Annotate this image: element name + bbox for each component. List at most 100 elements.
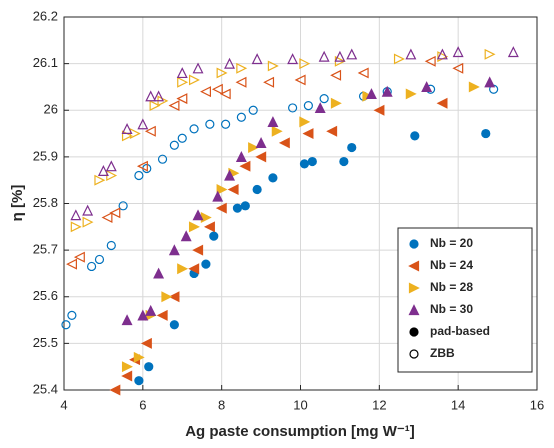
data-point: [192, 62, 204, 74]
data-point: [188, 263, 200, 275]
data-point: [97, 165, 109, 176]
data-point: [255, 151, 267, 163]
data-point: [405, 48, 417, 60]
data-point: [299, 116, 311, 128]
data-point: [144, 125, 156, 137]
data-point: [365, 88, 377, 100]
data-point: [248, 105, 258, 115]
data-point: [302, 128, 314, 140]
data-point: [468, 81, 480, 93]
data-point: [452, 46, 464, 58]
data-point: [255, 137, 267, 148]
data-point: [94, 254, 105, 265]
legend-label: Nb = 20: [430, 236, 473, 250]
data-point: [318, 50, 330, 62]
data-point: [169, 140, 179, 150]
y-tick-label: 25.7: [33, 242, 58, 257]
data-point: [118, 201, 128, 211]
data-point: [211, 83, 223, 95]
data-point: [236, 62, 248, 74]
data-point: [268, 173, 278, 183]
data-point: [299, 159, 310, 169]
data-point: [106, 240, 116, 251]
data-point: [330, 97, 342, 109]
data-point: [484, 76, 496, 88]
legend-box: [397, 227, 533, 373]
data-point: [66, 258, 77, 270]
data-point: [235, 151, 247, 162]
data-point: [216, 184, 228, 195]
data-point: [436, 97, 448, 109]
x-tick-label: 6: [139, 397, 146, 412]
data-point: [156, 309, 168, 321]
legend-marker: [408, 304, 420, 316]
data-point: [224, 57, 236, 69]
data-point: [177, 263, 189, 275]
data-point: [82, 216, 94, 228]
y-axis-label: η [%]: [9, 185, 26, 222]
data-point: [205, 119, 215, 129]
data-point: [339, 156, 349, 167]
data-point: [140, 337, 152, 349]
legend-label: Nb = 24: [430, 258, 473, 272]
data-point: [236, 112, 246, 122]
y-tick-label: 25.8: [33, 195, 58, 210]
data-point: [176, 67, 188, 79]
data-point: [314, 102, 326, 114]
data-point: [294, 74, 306, 86]
data-point: [232, 203, 243, 213]
legend-marker: [408, 282, 420, 294]
data-point: [209, 231, 219, 241]
data-point: [219, 88, 231, 100]
data-point: [240, 201, 250, 211]
data-point: [134, 170, 144, 181]
data-point: [188, 221, 200, 233]
data-point: [346, 48, 358, 60]
data-point: [188, 74, 200, 86]
data-point: [73, 251, 85, 263]
data-point: [204, 221, 215, 233]
data-point: [121, 370, 133, 382]
data-point: [235, 76, 247, 88]
data-point: [189, 124, 199, 134]
data-point: [239, 160, 251, 172]
data-point: [307, 156, 317, 167]
data-point: [109, 207, 121, 219]
y-tick-label: 25.4: [33, 381, 58, 396]
data-point: [153, 90, 165, 102]
x-tick-label: 16: [530, 397, 544, 412]
data-point: [267, 60, 279, 72]
x-tick-label: 4: [60, 397, 67, 412]
data-point: [347, 142, 357, 153]
data-point: [192, 209, 204, 221]
data-point: [288, 103, 298, 113]
data-point: [251, 53, 263, 65]
data-point: [330, 69, 342, 81]
data-point: [121, 123, 133, 134]
data-point: [216, 67, 228, 79]
y-tick-label: 25.9: [33, 148, 58, 163]
data-point: [263, 76, 275, 88]
data-point: [176, 93, 188, 105]
data-point: [169, 320, 179, 330]
data-point: [221, 119, 231, 129]
data-point: [145, 304, 157, 316]
data-point: [168, 244, 180, 256]
data-point: [373, 104, 385, 116]
data-point: [61, 320, 71, 330]
data-point: [192, 244, 204, 256]
x-tick-label: 12: [372, 397, 386, 412]
legend-marker: [408, 260, 420, 272]
x-tick-label: 8: [218, 397, 225, 412]
data-point: [149, 100, 161, 112]
x-tick-label: 10: [293, 397, 307, 412]
data-point: [180, 230, 192, 242]
data-point: [70, 221, 82, 233]
legend-marker: [409, 327, 419, 337]
data-point: [319, 93, 329, 104]
data-point: [357, 67, 369, 79]
data-point: [248, 142, 260, 154]
data-point: [278, 137, 290, 149]
data-point: [421, 81, 433, 93]
legend-label: Nb = 30: [430, 302, 473, 316]
